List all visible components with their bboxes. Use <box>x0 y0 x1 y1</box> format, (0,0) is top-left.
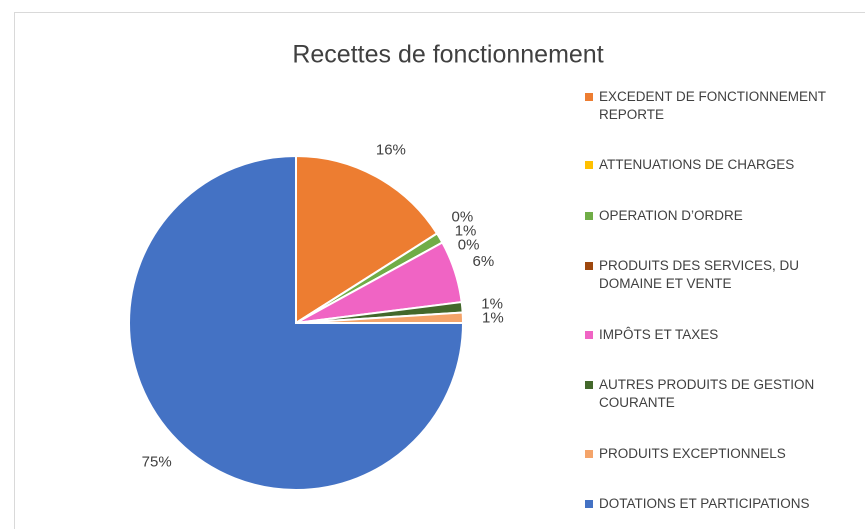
legend-label: PRODUITS DES SERVICES, DU DOMAINE ET VEN… <box>599 258 800 292</box>
legend-label: DOTATIONS ET PARTICIPATIONS <box>599 495 810 511</box>
data-label: 16% <box>376 141 406 158</box>
legend-label: OPERATION D’ORDRE <box>599 207 743 223</box>
legend-label: PRODUITS EXCEPTIONNELS <box>599 445 786 461</box>
data-label: 6% <box>473 253 495 270</box>
chart-border <box>14 12 865 529</box>
legend-item: PRODUITS DES SERVICES, DU DOMAINE ET VEN… <box>585 257 865 293</box>
pie-slice <box>295 154 439 325</box>
legend-item: ATTENUATIONS DE CHARGES <box>585 156 865 174</box>
legend-swatch <box>585 499 593 508</box>
data-label: 0% <box>451 208 473 225</box>
legend-swatch <box>585 262 593 271</box>
data-label: 75% <box>142 453 172 470</box>
chart-title: Recettes de fonctionnement <box>292 41 603 69</box>
legend-label: ATTENUATIONS DE CHARGES <box>599 157 795 173</box>
legend-item: DOTATIONS ET PARTICIPATIONS <box>585 495 865 513</box>
legend-swatch <box>585 449 593 458</box>
legend-item: PRODUITS EXCEPTIONNELS <box>585 445 865 463</box>
data-label: 1% <box>481 295 503 312</box>
data-label: 1% <box>482 309 504 326</box>
legend-label: EXCEDENT DE FONCTIONNEMENT REPORTE <box>599 89 826 122</box>
legend-swatch <box>585 161 593 170</box>
legend-item: IMPÔTS ET TAXES <box>585 326 865 344</box>
legend-item: OPERATION D’ORDRE <box>585 207 865 225</box>
legend-swatch <box>585 211 593 220</box>
data-label: 0% <box>458 236 480 253</box>
legend-item: EXCEDENT DE FONCTIONNEMENT REPORTE <box>585 88 865 124</box>
legend-swatch <box>585 381 593 390</box>
legend-label: IMPÔTS ET TAXES <box>599 326 719 342</box>
pie-slice <box>128 154 465 491</box>
legend: EXCEDENT DE FONCTIONNEMENT REPORTE ATTENU… <box>585 88 865 513</box>
legend-label: AUTRES PRODUITS DE GESTION COURANTE <box>599 377 815 411</box>
legend-swatch <box>585 93 593 101</box>
legend-item: AUTRES PRODUITS DE GESTION COURANTE <box>585 376 865 412</box>
legend-swatch <box>585 330 593 339</box>
data-label: 1% <box>455 222 477 239</box>
